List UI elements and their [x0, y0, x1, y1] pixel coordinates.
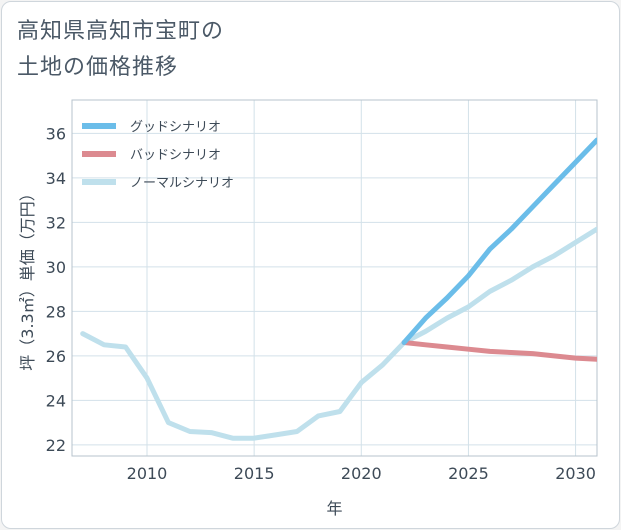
chart-title: 高知県高知市宝町の 土地の価格推移 [17, 19, 225, 80]
y-tick-label: 22 [46, 436, 66, 455]
y-axis-title: 坪（3.3㎡）単価（万円） [18, 185, 37, 370]
x-tick-label: 2020 [341, 464, 382, 483]
series-line-2 [80, 226, 597, 441]
y-tick-label: 26 [46, 347, 66, 366]
series-line-0 [401, 137, 597, 345]
y-tick-label: 32 [46, 213, 66, 232]
x-tick-label: 2030 [555, 464, 596, 483]
y-tick-label: 24 [46, 391, 66, 410]
series-line-1 [401, 340, 597, 362]
y-tick-label: 36 [46, 124, 66, 143]
legend-label: バッドシナリオ [130, 148, 221, 163]
series-lines [80, 137, 597, 441]
legend-label: グッドシナリオ [130, 120, 221, 135]
y-tick-label: 30 [46, 258, 66, 277]
y-axis-ticks: 22 24 26 28 30 32 34 36 [46, 124, 66, 455]
y-tick-label: 34 [46, 169, 66, 188]
x-axis-title: 年 [326, 499, 342, 518]
legend-label: ノーマルシナリオ [130, 176, 234, 191]
plot-area [71, 99, 598, 457]
x-tick-label: 2010 [127, 464, 168, 483]
x-tick-label: 2025 [448, 464, 489, 483]
x-tick-label: 2015 [234, 464, 275, 483]
x-axis-ticks: 2010 2015 2020 2025 2030 [127, 464, 596, 483]
y-tick-label: 28 [46, 302, 66, 321]
